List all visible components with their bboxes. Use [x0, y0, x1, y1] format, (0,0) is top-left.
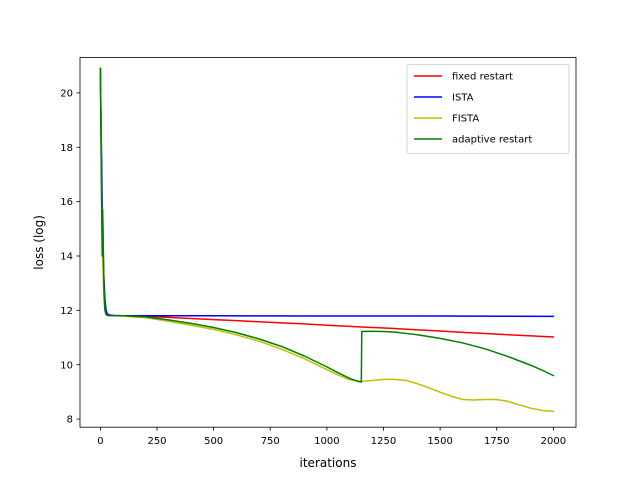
y-tick-label: 8 [67, 415, 73, 426]
y-tick-label: 14 [60, 252, 73, 263]
x-tick-label: 1500 [427, 436, 452, 447]
axes-frame [79, 57, 577, 428]
legend-label-ista: ISTA [452, 93, 474, 104]
y-axis: 8 10 12 14 16 18 20 [60, 89, 80, 426]
y-tick-label: 10 [60, 360, 73, 371]
x-tick-label: 1750 [484, 436, 509, 447]
x-tick-label: 2000 [541, 436, 566, 447]
x-axis-label: iterations [300, 456, 357, 470]
legend-box [406, 64, 570, 154]
y-tick-label: 20 [60, 89, 73, 100]
y-tick-label: 12 [60, 306, 73, 317]
y-tick-label: 16 [60, 197, 73, 208]
x-tick-label: 0 [97, 436, 103, 447]
plot-area [99, 67, 555, 413]
x-tick-label: 750 [261, 436, 280, 447]
y-tick-label: 18 [60, 143, 73, 154]
y-axis-label: loss (log) [32, 215, 46, 270]
x-axis: 0 250 500 750 1000 1250 1500 1750 2000 [97, 427, 566, 447]
x-tick-label: 500 [204, 436, 223, 447]
x-tick-label: 1000 [314, 436, 339, 447]
legend: fixed restart ISTA FISTA adaptive restart [406, 64, 570, 154]
legend-label-fixed-restart: fixed restart [452, 72, 513, 83]
x-tick-label: 250 [147, 436, 166, 447]
x-tick-label: 1250 [371, 436, 396, 447]
legend-label-fista: FISTA [452, 114, 479, 125]
legend-label-adaptive-restart: adaptive restart [452, 135, 532, 146]
series-line-adaptive-restart [99, 67, 555, 383]
